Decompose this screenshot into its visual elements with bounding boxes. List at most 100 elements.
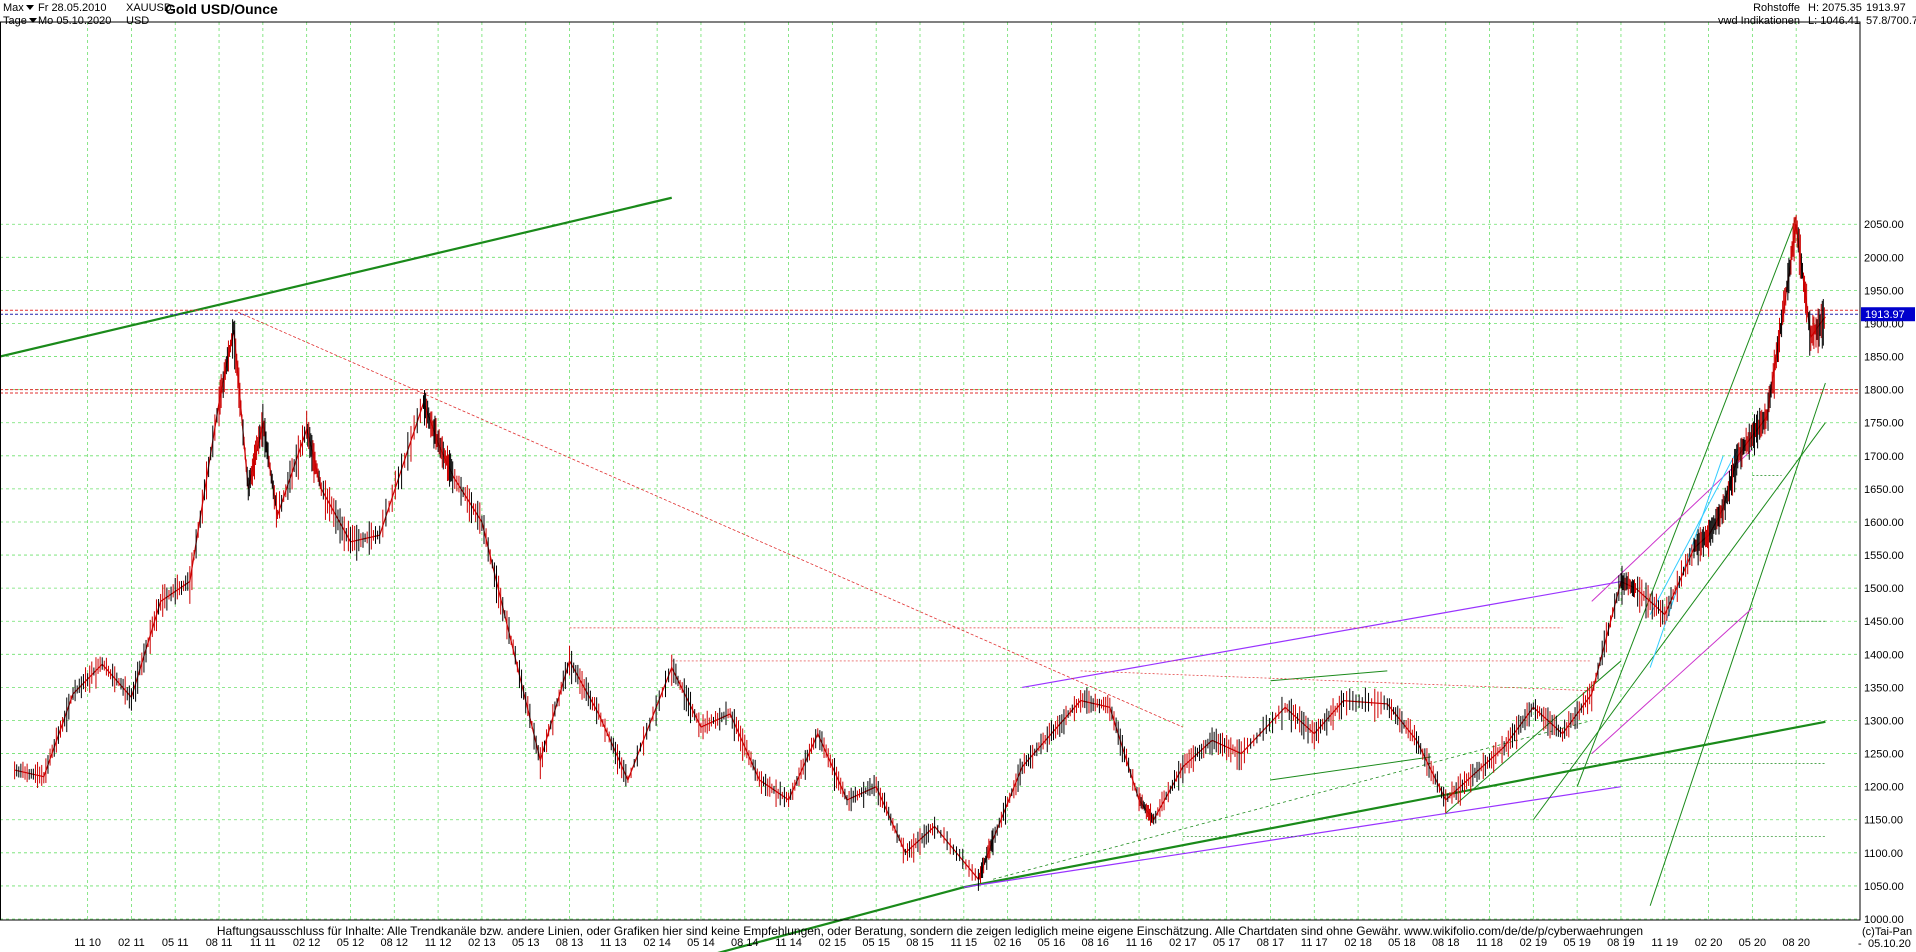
y-tick-label: 1200.00 (1864, 782, 1904, 794)
dashed-downtrend (233, 309, 1184, 728)
x-tick-label: 05 11 (162, 937, 189, 949)
magenta-lower (1591, 607, 1753, 754)
x-tick-label: 11 12 (425, 937, 452, 949)
x-tick-label: 05 18 (1388, 937, 1416, 949)
y-tick-label: 1900.00 (1864, 318, 1904, 330)
x-tick-label: 05 12 (337, 937, 365, 949)
y-tick-label: 1800.00 (1864, 385, 1904, 397)
x-tick-label: 02 18 (1344, 937, 1372, 949)
x-tick-label: 02 14 (643, 937, 671, 949)
y-tick-label: 1250.00 (1864, 749, 1904, 761)
x-tick-label: 11 18 (1476, 937, 1503, 949)
y-tick-label: 2050.00 (1864, 219, 1904, 231)
cyan-lower (1649, 448, 1739, 615)
copyright: (c)Tai-Pan (1862, 926, 1913, 938)
steep-channel-lower (1649, 382, 1826, 906)
symbol: XAUUSD (126, 2, 172, 14)
x-tick-label: 05 15 (862, 937, 890, 949)
y-tick-label: 1400.00 (1864, 649, 1904, 661)
x-tick-label: 02 13 (468, 937, 496, 949)
y-tick-label: 1600.00 (1864, 517, 1904, 529)
price-tag (1861, 307, 1915, 322)
x-tick-label: 02 19 (1520, 937, 1548, 949)
date-to: Mo 05.10.2020 (38, 15, 112, 27)
x-tick-label: 02 11 (118, 937, 145, 949)
interval-selector[interactable]: Tage (3, 15, 40, 28)
y-tick-label: 1750.00 (1864, 418, 1904, 430)
trendline-support (963, 720, 1826, 889)
x-tick-label: 11 17 (1301, 937, 1328, 949)
channel-violet-upper (1022, 580, 1622, 688)
y-tick-label: 1050.00 (1864, 881, 1904, 893)
x-tick-label: 05 20 (1739, 937, 1767, 949)
x-tick-label: 08 20 (1782, 937, 1810, 949)
steep-channel-upper (1576, 217, 1797, 787)
axes: 1000.00 1050.00 1100.00 1150.00 1200.00 1250.… (0, 21, 1915, 949)
steep-channel-mid (1532, 422, 1826, 821)
range-selector[interactable]: Max (3, 2, 37, 15)
y-tick-label: 1450.00 (1864, 616, 1904, 628)
currency: USD (126, 15, 150, 27)
triangle-top (1270, 670, 1388, 682)
plot-frame (0, 21, 1861, 921)
triangle-bottom (1270, 756, 1432, 781)
high-value: H: 2075.35 (1808, 2, 1862, 14)
price-tag-label: 1913.97 (1865, 309, 1905, 321)
dashed-support (992, 720, 1592, 880)
x-tick-label: 11 14 (775, 937, 802, 949)
last-value: 1913.97 (1866, 2, 1906, 14)
price-series (14, 215, 1826, 891)
y-tick-label: 1950.00 (1864, 285, 1904, 297)
x-tick-label: 05 19 (1563, 937, 1591, 949)
y-tick-label: 1300.00 (1864, 715, 1904, 727)
x-tick-label: 08 14 (731, 937, 759, 949)
low-value: L: 1046.41 (1808, 15, 1860, 27)
x-tick-label: 11 11 (250, 937, 276, 949)
category-label: Rohstoffe (1753, 2, 1800, 14)
channel-violet-lower (963, 786, 1622, 888)
x-tick-label: 08 15 (906, 937, 934, 949)
date-from: Fr 28.05.2010 (38, 2, 107, 14)
y-tick-label: 1350.00 (1864, 682, 1904, 694)
y-tick-label: 2000.00 (1864, 252, 1904, 264)
x-tick-label: 02 15 (819, 937, 847, 949)
x-tick-label: 08 16 (1081, 937, 1109, 949)
x-tick-label: 08 11 (206, 937, 233, 949)
ratio-value: 57.8/700.7 (1866, 15, 1916, 27)
x-tick-label: 08 13 (556, 937, 584, 949)
x-tick-label: 05 17 (1213, 937, 1241, 949)
x-tick-label: 08 17 (1257, 937, 1285, 949)
horizontal-levels (0, 309, 1860, 394)
trendlines (0, 196, 1826, 952)
x-tick-label: 08 19 (1607, 937, 1635, 949)
x-tick-label: 02 20 (1695, 937, 1723, 949)
y-tick-label: 1850.00 (1864, 352, 1904, 364)
y-tick-label: 1150.00 (1864, 815, 1903, 827)
range-label: Max (3, 2, 24, 14)
x-tick-label: 05 14 (687, 937, 715, 949)
chart-title: Gold USD/Ounce (165, 1, 278, 17)
y-tick-label: 1700.00 (1864, 451, 1904, 463)
chevron-down-icon (28, 18, 37, 24)
x-tick-label: 11 10 (74, 937, 101, 949)
x-tick-label: 11 19 (1651, 937, 1678, 949)
y-tick-label: 1500.00 (1864, 583, 1904, 595)
trendline-support-ext (717, 886, 965, 952)
x-tick-label: 05 13 (512, 937, 540, 949)
footer-dash: - (1858, 938, 1862, 950)
y-tick-label: 1550.00 (1864, 550, 1904, 562)
trendline-top (0, 196, 672, 358)
interval-label: Tage (3, 15, 27, 27)
x-tick-label: 11 16 (1126, 937, 1153, 949)
chevron-down-icon (25, 5, 34, 11)
x-tick-label: 08 12 (381, 937, 409, 949)
x-tick-label: 11 13 (600, 937, 627, 949)
disclaimer: Haftungsausschluss für Inhalte: Alle Tre… (216, 924, 1644, 938)
x-tick-label: 02 16 (994, 937, 1022, 949)
cyan-upper (1649, 455, 1724, 668)
last-date: 05.10.20 (1868, 938, 1911, 950)
y-tick-label: 1100.00 (1864, 848, 1903, 860)
y-tick-label: 1650.00 (1864, 484, 1904, 496)
x-tick-label: 02 17 (1169, 937, 1197, 949)
